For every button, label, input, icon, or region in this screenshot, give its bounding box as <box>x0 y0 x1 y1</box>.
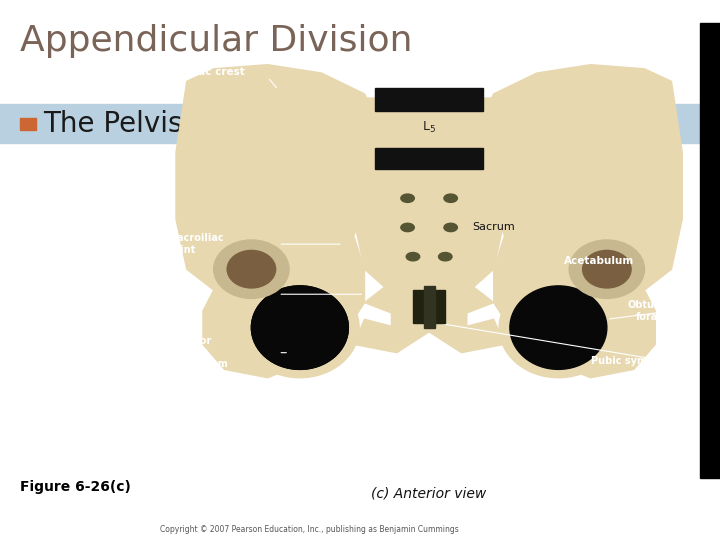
Text: Figure 6-26(c): Figure 6-26(c) <box>20 480 131 494</box>
Bar <box>424 286 434 328</box>
Ellipse shape <box>569 240 644 299</box>
Polygon shape <box>176 65 386 294</box>
Polygon shape <box>429 319 505 353</box>
FancyBboxPatch shape <box>359 98 499 157</box>
Ellipse shape <box>406 253 420 261</box>
Ellipse shape <box>510 286 607 369</box>
Ellipse shape <box>438 253 452 261</box>
Bar <box>413 290 445 323</box>
Bar <box>0 104 700 143</box>
Polygon shape <box>354 319 429 353</box>
Ellipse shape <box>401 194 414 202</box>
Text: Sacrum: Sacrum <box>472 222 515 232</box>
Text: Inferior ramus of pubis: Inferior ramus of pubis <box>361 447 497 457</box>
Text: Iliac crest: Iliac crest <box>186 67 245 77</box>
FancyBboxPatch shape <box>392 282 467 332</box>
Polygon shape <box>203 236 364 377</box>
Text: Obturator
foramen: Obturator foramen <box>628 300 683 322</box>
Ellipse shape <box>401 223 414 232</box>
Text: Appendicular Division: Appendicular Division <box>20 24 413 58</box>
Text: Sacroiliac
joint: Sacroiliac joint <box>171 233 224 255</box>
Bar <box>700 23 720 478</box>
Ellipse shape <box>227 251 276 288</box>
Text: (c) Anterior view: (c) Anterior view <box>372 486 487 500</box>
Text: Acetabulum: Acetabulum <box>564 256 634 266</box>
Ellipse shape <box>444 223 457 232</box>
Ellipse shape <box>214 240 289 299</box>
Ellipse shape <box>444 194 457 202</box>
Bar <box>375 148 483 169</box>
Polygon shape <box>354 169 505 311</box>
Polygon shape <box>472 65 683 294</box>
Text: Pubic
crest: Pubic crest <box>171 284 201 305</box>
Bar <box>20 118 36 130</box>
Ellipse shape <box>582 251 631 288</box>
Ellipse shape <box>251 286 348 369</box>
Text: Inferior
ramus
of ischium: Inferior ramus of ischium <box>171 336 228 369</box>
Text: L$_5$: L$_5$ <box>422 120 436 135</box>
Ellipse shape <box>251 286 348 369</box>
Polygon shape <box>364 286 494 323</box>
Text: Pubic symphysis: Pubic symphysis <box>590 356 683 366</box>
Text: The Pelvis: The Pelvis <box>43 110 183 138</box>
Text: Copyright © 2007 Pearson Education, Inc., publishing as Benjamin Cummings: Copyright © 2007 Pearson Education, Inc.… <box>160 524 459 534</box>
Ellipse shape <box>240 278 359 377</box>
Ellipse shape <box>499 278 618 377</box>
Polygon shape <box>494 236 655 377</box>
Bar <box>375 87 483 111</box>
